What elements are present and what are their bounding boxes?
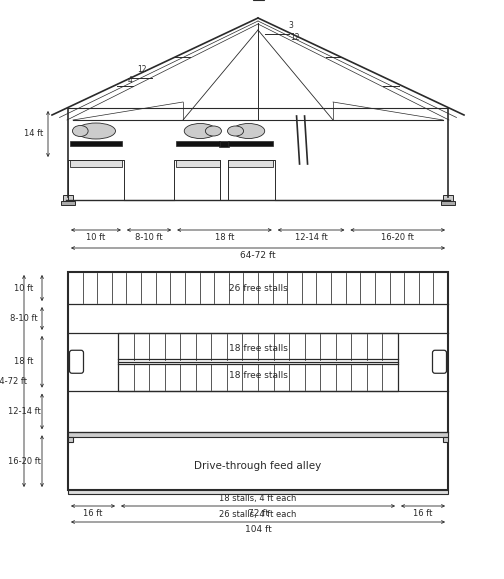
Text: 8-10 ft: 8-10 ft xyxy=(10,314,38,323)
Text: 104 ft: 104 ft xyxy=(244,525,271,533)
Text: 16-20 ft: 16-20 ft xyxy=(381,233,414,241)
Text: 12-14 ft: 12-14 ft xyxy=(295,233,328,241)
Bar xyxy=(228,141,273,146)
Bar xyxy=(176,141,220,146)
Text: 26 free stalls: 26 free stalls xyxy=(229,284,287,292)
Text: 26 stalls, 4 ft each: 26 stalls, 4 ft each xyxy=(219,511,297,519)
Bar xyxy=(68,490,448,494)
Text: 4: 4 xyxy=(128,76,133,85)
Text: 72 ft: 72 ft xyxy=(247,508,269,518)
Bar xyxy=(63,195,73,201)
Text: 18 free stalls: 18 free stalls xyxy=(228,371,287,380)
Ellipse shape xyxy=(184,123,216,138)
Ellipse shape xyxy=(73,126,88,137)
Text: 16 ft: 16 ft xyxy=(413,508,433,518)
Bar xyxy=(443,437,448,442)
Text: 3: 3 xyxy=(289,21,294,30)
Ellipse shape xyxy=(232,123,265,138)
Text: 10 ft: 10 ft xyxy=(15,284,34,292)
Bar xyxy=(70,160,122,167)
Bar xyxy=(68,437,73,442)
Ellipse shape xyxy=(205,126,221,136)
Text: 18 ft: 18 ft xyxy=(14,357,34,367)
Bar xyxy=(61,201,75,205)
Text: 12: 12 xyxy=(138,65,147,74)
Ellipse shape xyxy=(77,123,115,139)
Text: 14 ft: 14 ft xyxy=(24,130,44,138)
Ellipse shape xyxy=(227,126,243,136)
Text: 12: 12 xyxy=(290,33,300,42)
Bar xyxy=(68,433,448,437)
Text: 12-14 ft: 12-14 ft xyxy=(8,407,40,416)
Text: 10 ft: 10 ft xyxy=(86,233,105,241)
Text: 64-72 ft: 64-72 ft xyxy=(0,376,27,386)
Text: 64-72 ft: 64-72 ft xyxy=(240,251,276,259)
Bar xyxy=(443,195,453,201)
Bar xyxy=(118,333,398,391)
Text: Drive-through feed alley: Drive-through feed alley xyxy=(195,461,322,471)
Bar xyxy=(441,201,455,205)
Text: 18 ft: 18 ft xyxy=(215,233,234,241)
Text: 8-10 ft: 8-10 ft xyxy=(135,233,163,241)
Bar xyxy=(70,141,122,146)
Bar xyxy=(219,141,229,147)
Text: 16 ft: 16 ft xyxy=(83,508,103,518)
Bar xyxy=(68,272,448,490)
Text: 18 free stalls: 18 free stalls xyxy=(228,344,287,353)
Bar xyxy=(228,160,273,167)
Text: 16-20 ft: 16-20 ft xyxy=(8,457,40,466)
Bar xyxy=(176,160,220,167)
Text: 18 stalls, 4 ft each: 18 stalls, 4 ft each xyxy=(219,494,297,504)
